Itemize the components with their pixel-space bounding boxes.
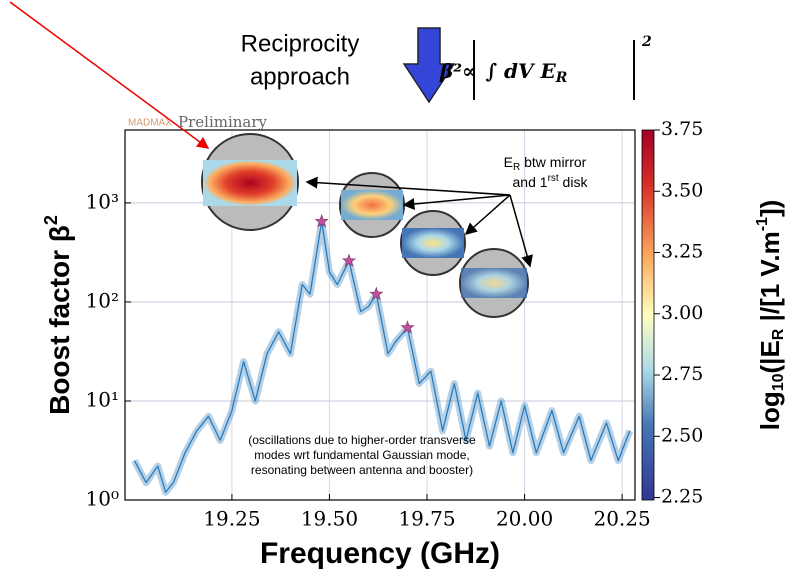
colorbar-tick-label: 2.75 [661,363,703,385]
formula-part: ∫ dV E [485,59,556,83]
formula: β²∝ ∫ dV ER 2 [439,34,652,86]
watermark: Preliminary [178,113,268,131]
watermark-logo: MADMAX [128,118,172,129]
line [133,220,631,493]
formula-part: β²∝ [439,59,475,83]
note: modes wrt fundamental Gaussian mode, [254,448,469,462]
colorbar-tick-label: 3.25 [661,241,703,263]
x-tick-label: 19.50 [301,507,358,531]
cb-label-part: -1 [754,217,771,231]
peak-marker [314,213,329,228]
note-part: and 1 [513,174,548,190]
x-tick-label: 20.25 [593,507,650,531]
note-part: btw mirror [520,154,586,170]
cb-label-part: R [770,328,787,340]
y-label-sup: 2 [41,215,61,225]
colorbar-tick-label: 2.25 [661,486,703,508]
x-tick-label: 19.25 [203,507,260,531]
colorbar-tick-label: 3.00 [661,302,703,324]
y-tick-label: 10² [86,288,119,312]
note-part: R [513,162,520,173]
x-tick-label: 20.00 [496,507,553,531]
peak-marker [341,253,357,267]
note-part: E [504,154,513,170]
peak-marker [369,286,384,301]
x-axis-label: Frequency (GHz) [260,537,500,570]
note: resonating between antenna and booster) [251,463,473,477]
peak-marker [400,320,415,334]
y-tick-label: 10³ [86,189,119,213]
note-part: rst [548,173,559,184]
x-tick-label: 19.75 [398,507,455,531]
plot-frame [124,129,636,501]
colorbar-label: log10(|ER |/[1 V.m-1]) [754,200,787,431]
method-label: Reciprocity [241,30,360,57]
inset-note: ER btw mirror [504,154,587,173]
colorbar-tick-label: 2.50 [661,424,703,446]
y-tick-label: 10⁰ [86,487,119,511]
colorbar-tick-label: 3.50 [661,179,703,201]
y-label-text: Boost factor β [44,225,75,415]
cb-label-part: 10 [770,373,787,391]
colorbar [641,129,655,501]
cb-label-part: log [755,391,785,430]
formula-part: 2 [641,34,652,50]
note: (oscillations due to higher-order transv… [248,433,476,447]
y-tick-label: 10¹ [86,387,119,411]
cb-label-part: (|E [755,340,785,373]
y-axis-label: Boost factor β2 [41,215,76,415]
inset-note: and 1rst disk [513,173,589,190]
formula-part: R [555,70,568,86]
insets [9,1,635,318]
method-label: approach [250,63,350,90]
colorbar-tick-label: 3.75 [661,118,703,140]
cb-label-part: |/[1 V.m [755,231,785,328]
cb-label-part: ]) [755,200,785,217]
note-part: disk [559,174,589,190]
